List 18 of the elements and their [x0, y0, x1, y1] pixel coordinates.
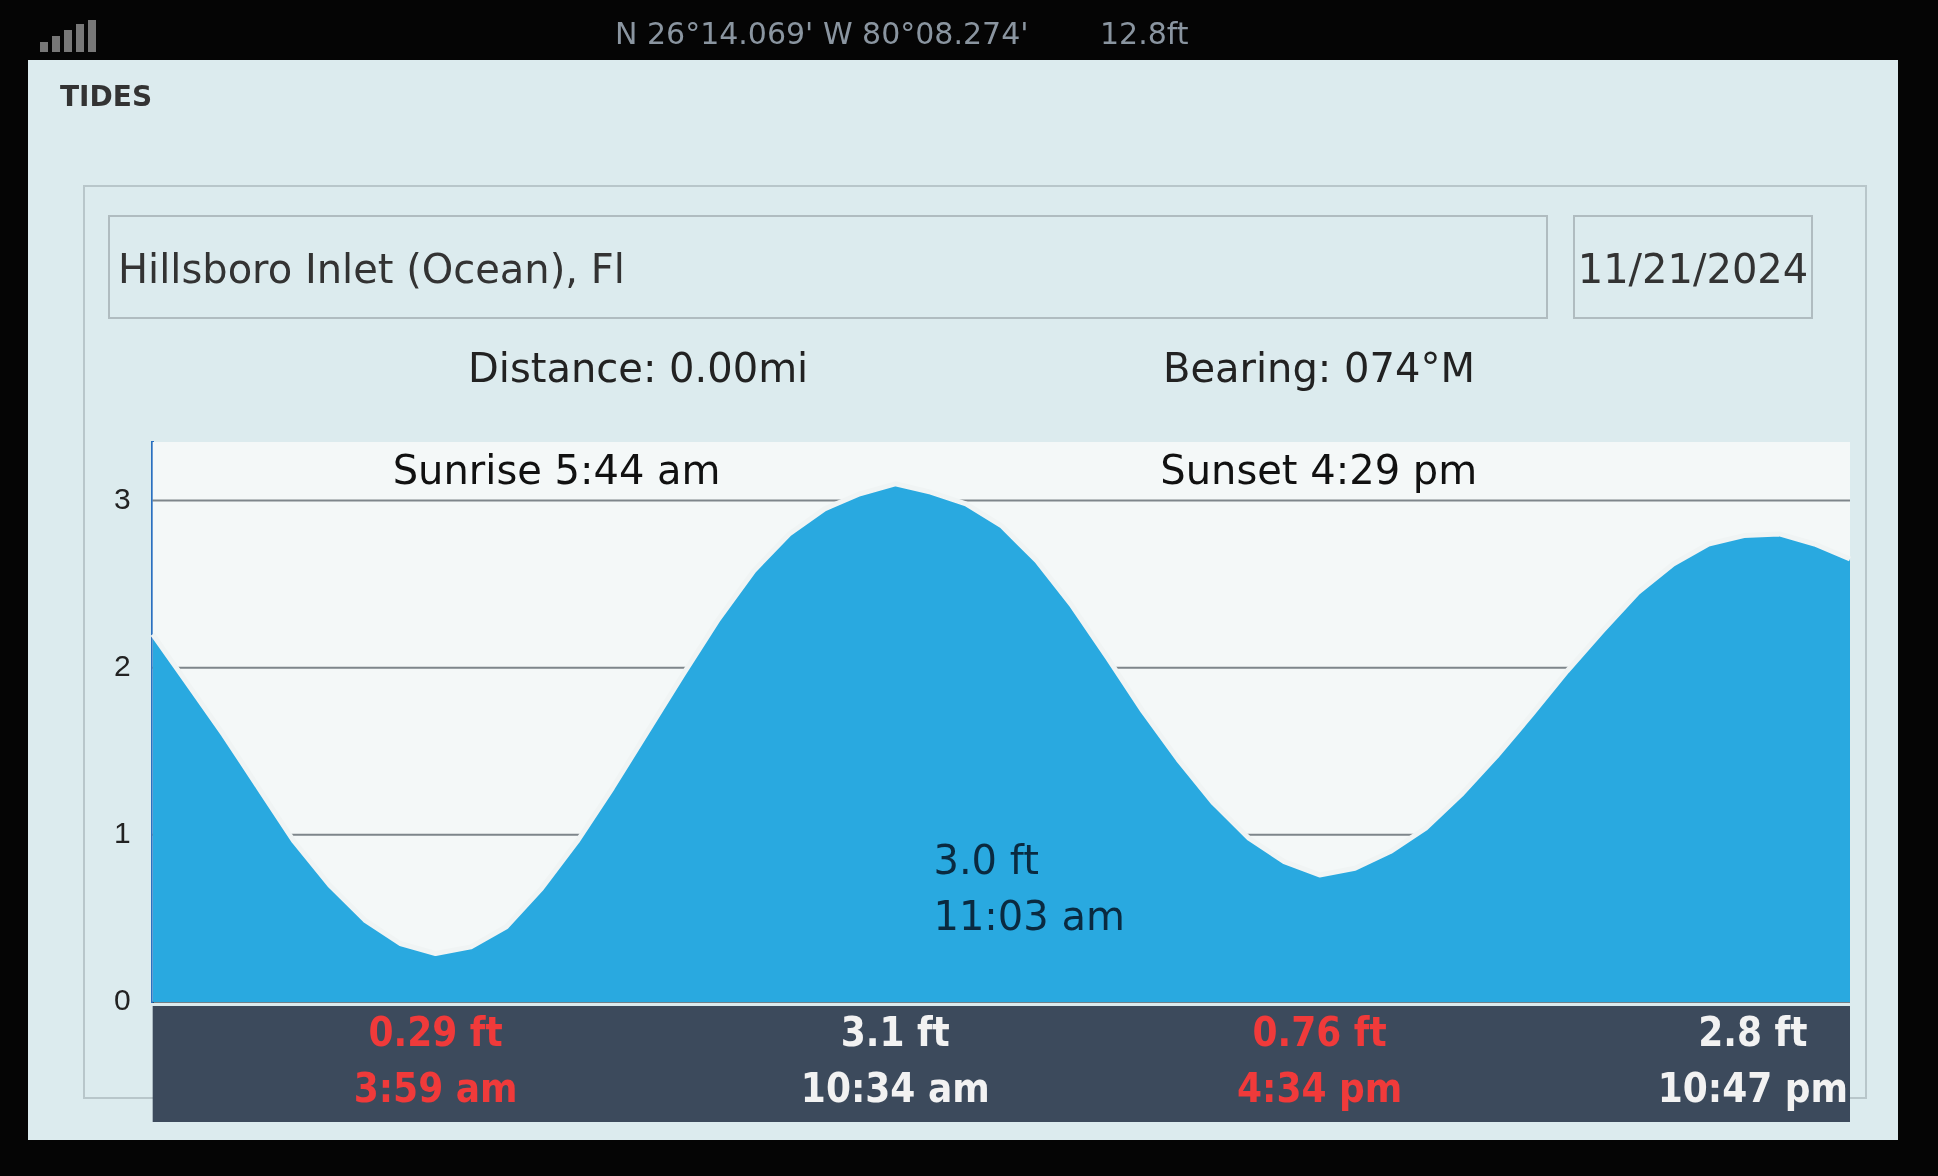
text: 11/21/2024 [1573, 215, 1813, 319]
text: 2.8 ft 10:47 pm [1657, 1009, 1849, 1112]
text: 0.29 ft 3:59 am [353, 1009, 518, 1112]
annotation: Sunrise 5:44 am [392, 447, 721, 494]
y-tick-label: 1 [114, 816, 131, 850]
text: 3.1 ft 10:34 am [800, 1009, 990, 1112]
chart-subtitle: Hillsboro Inlet (Ocean), Fl [108, 215, 1548, 319]
text: Distance: 0.00mi [468, 345, 809, 391]
annotation: 3.0 ft 11:03 am [933, 837, 1125, 940]
annotation: Sunset 4:29 pm [1160, 447, 1478, 494]
text: N 26°14.069' W 80°08.274' [615, 16, 1029, 51]
y-tick-label: 3 [114, 481, 131, 515]
text: Bearing: 074°M [1163, 345, 1475, 391]
chart-title: TIDES [60, 80, 153, 113]
text: 0.76 ft 4:34 pm [1236, 1009, 1403, 1112]
y-tick-label: 0 [114, 983, 131, 1017]
y-tick-label: 2 [114, 648, 131, 682]
text: 12.8ft [1100, 16, 1189, 51]
